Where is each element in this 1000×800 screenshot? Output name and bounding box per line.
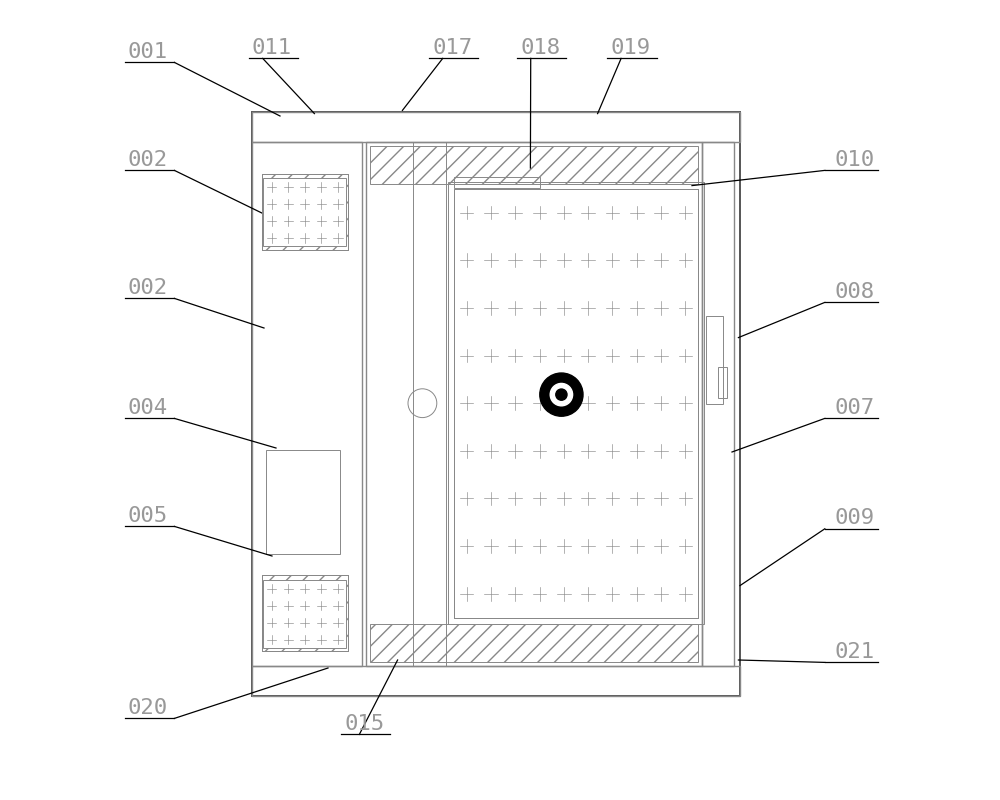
Text: 010: 010 <box>834 150 874 170</box>
Text: 019: 019 <box>610 38 651 58</box>
Text: 002: 002 <box>128 278 168 298</box>
Bar <box>454 189 698 618</box>
Bar <box>252 112 740 696</box>
Bar <box>263 580 346 648</box>
Bar <box>706 316 723 404</box>
Text: 009: 009 <box>834 509 874 529</box>
Circle shape <box>550 383 573 406</box>
Text: 021: 021 <box>834 642 874 662</box>
Text: 020: 020 <box>128 698 168 718</box>
Bar <box>262 575 348 651</box>
Text: 001: 001 <box>128 42 168 62</box>
Bar <box>370 624 698 662</box>
Text: 008: 008 <box>834 282 874 302</box>
Text: 018: 018 <box>520 38 560 58</box>
Text: 002: 002 <box>128 150 168 170</box>
Bar <box>262 174 348 250</box>
Bar <box>702 142 734 666</box>
Text: 007: 007 <box>834 398 874 418</box>
Bar <box>366 142 702 666</box>
Bar <box>262 575 348 651</box>
Bar <box>454 177 540 188</box>
Bar <box>262 174 348 250</box>
Bar <box>454 189 698 618</box>
Bar <box>718 367 727 398</box>
Text: 017: 017 <box>432 38 472 58</box>
Circle shape <box>556 389 567 400</box>
Text: 005: 005 <box>128 506 168 526</box>
Bar <box>263 178 346 246</box>
Bar <box>252 666 740 696</box>
Bar <box>370 146 698 184</box>
Bar <box>266 450 340 554</box>
Circle shape <box>540 373 583 416</box>
Bar <box>413 142 446 666</box>
Bar <box>448 182 704 624</box>
Bar <box>252 112 740 142</box>
Text: 015: 015 <box>344 714 384 734</box>
Bar <box>252 142 362 666</box>
Text: 011: 011 <box>252 38 292 58</box>
Text: 004: 004 <box>128 398 168 418</box>
